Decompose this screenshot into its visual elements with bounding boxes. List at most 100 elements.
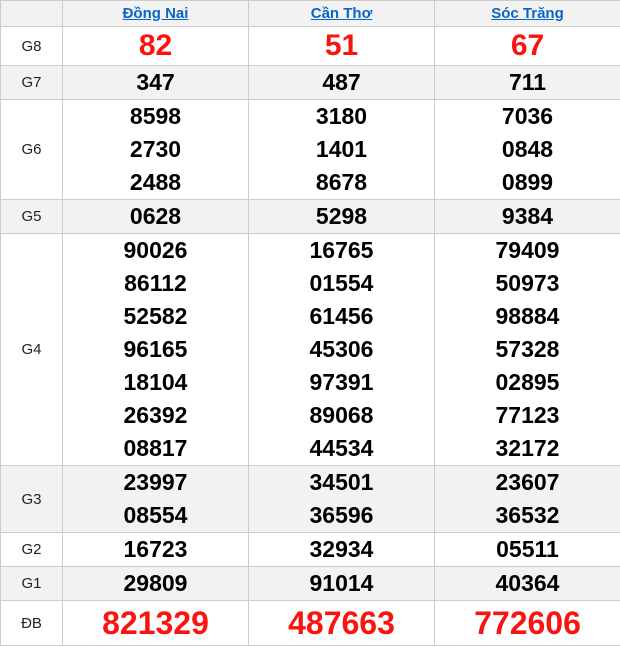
prize-cell: 7036 0848 0899: [434, 99, 620, 200]
prize-cell: 79409 50973 98884 57328 02895 77123 32172: [434, 233, 620, 466]
prize-number: 57328: [495, 336, 560, 362]
prize-row: G8 82 51 67: [0, 26, 620, 66]
prize-number: 45306: [309, 336, 374, 362]
prize-cell: 711: [434, 65, 620, 100]
prize-number: 08554: [123, 502, 188, 528]
prize-row-label: G1: [0, 566, 63, 601]
prize-number: 50973: [495, 270, 560, 296]
prize-cell: 0628: [62, 199, 249, 234]
prize-number: 487663: [288, 605, 395, 641]
province-link[interactable]: Sóc Trăng: [491, 4, 564, 22]
province-header-cell: Đồng Nai: [62, 0, 249, 27]
prize-row-label: G7: [0, 65, 63, 100]
province-link[interactable]: Cần Thơ: [310, 4, 373, 22]
prize-row: G5 0628 5298 9384: [0, 199, 620, 234]
prize-row: G4 90026 86112 52582 96165 18104 26392 08817 167…: [0, 233, 620, 466]
prize-row-label: G5: [0, 199, 63, 234]
prize-cell: 32934: [248, 532, 435, 567]
prize-number: 01554: [309, 270, 374, 296]
prize-cell: 347: [62, 65, 249, 100]
prize-number: 77123: [495, 402, 560, 428]
header-row: Đồng Nai Cần Thơ Sóc Trăng: [0, 0, 620, 27]
prize-number: 3180: [315, 103, 368, 129]
prize-number: 0848: [501, 136, 554, 162]
prize-cell: 16723: [62, 532, 249, 567]
prize-number: 16723: [123, 536, 188, 562]
prize-number: 05511: [496, 536, 559, 562]
prize-number: 52582: [123, 303, 188, 329]
province-header-cell: Cần Thơ: [248, 0, 435, 27]
prize-number: 23607: [495, 469, 560, 495]
prize-number: 36596: [309, 502, 374, 528]
prize-number: 82: [138, 29, 173, 62]
prize-number: 08817: [123, 435, 188, 461]
prize-number: 67: [510, 29, 545, 62]
prize-cell: 487: [248, 65, 435, 100]
prize-number: 2488: [129, 169, 182, 195]
prize-row-label: G2: [0, 532, 63, 567]
prize-cell: 772606: [434, 600, 620, 646]
province-link[interactable]: Đồng Nai: [122, 4, 189, 22]
corner-cell: [0, 0, 63, 27]
prize-cell: 51: [248, 26, 435, 66]
prize-cell: 34501 36596: [248, 465, 435, 533]
prize-row: G7 347 487 711: [0, 65, 620, 100]
prize-cell: 29809: [62, 566, 249, 601]
prize-number: 18104: [123, 369, 188, 395]
prize-number: 36532: [495, 502, 560, 528]
prize-row-label: ĐB: [0, 600, 63, 646]
prize-number: 26392: [123, 402, 188, 428]
prize-number: 9384: [501, 203, 554, 229]
prize-number: 34501: [309, 469, 374, 495]
prize-number: 91014: [309, 570, 374, 596]
prize-row-label: G6: [0, 99, 63, 200]
prize-number: 29809: [123, 570, 188, 596]
prize-cell: 05511: [434, 532, 620, 567]
prize-number: 44534: [309, 435, 374, 461]
prize-number: 347: [136, 69, 175, 95]
prize-row: G6 8598 2730 2488 3180 1401 8678 7036 0848 0899: [0, 99, 620, 200]
prize-cell: 16765 01554 61456 45306 97391 89068 44534: [248, 233, 435, 466]
prize-number: 32172: [495, 435, 560, 461]
prize-cell: 9384: [434, 199, 620, 234]
prize-number: 90026: [123, 237, 188, 263]
province-header-cell: Sóc Trăng: [434, 0, 620, 27]
prize-number: 97391: [309, 369, 374, 395]
prize-cell: 23607 36532: [434, 465, 620, 533]
prize-number: 32934: [309, 536, 374, 562]
prize-row: G3 23997 08554 34501 36596 23607 36532: [0, 465, 620, 533]
prize-number: 23997: [123, 469, 188, 495]
prize-number: 8598: [129, 103, 182, 129]
prize-number: 821329: [102, 605, 209, 641]
prize-number: 5298: [315, 203, 368, 229]
prize-number: 61456: [309, 303, 374, 329]
prize-number: 96165: [123, 336, 188, 362]
prize-cell: 40364: [434, 566, 620, 601]
prize-row: G2 16723 32934 05511: [0, 532, 620, 567]
prize-number: 1401: [315, 136, 368, 162]
prize-cell: 5298: [248, 199, 435, 234]
prize-row-label: G8: [0, 26, 63, 66]
prize-row: ĐB 821329 487663 772606: [0, 600, 620, 646]
prize-cell: 487663: [248, 600, 435, 646]
prize-number: 89068: [309, 402, 374, 428]
prize-number: 0899: [501, 169, 554, 195]
prize-row: G1 29809 91014 40364: [0, 566, 620, 601]
table-header: Đồng Nai Cần Thơ Sóc Trăng: [0, 0, 620, 27]
prize-cell: 82: [62, 26, 249, 66]
prize-number: 711: [508, 69, 547, 95]
prize-cell: 91014: [248, 566, 435, 601]
prize-cell: 90026 86112 52582 96165 18104 26392 08817: [62, 233, 249, 466]
prize-number: 40364: [495, 570, 560, 596]
table-body: G8 82 51 67 G7 347 487 711 G6 8598 2730 2488 3180 140…: [0, 26, 620, 646]
prize-number: 02895: [495, 369, 560, 395]
prize-row-label: G4: [0, 233, 63, 466]
prize-number: 7036: [501, 103, 554, 129]
prize-number: 487: [322, 69, 361, 95]
prize-number: 772606: [474, 605, 581, 641]
prize-number: 51: [324, 29, 359, 62]
prize-number: 2730: [129, 136, 182, 162]
prize-cell: 23997 08554: [62, 465, 249, 533]
prize-number: 0628: [129, 203, 182, 229]
